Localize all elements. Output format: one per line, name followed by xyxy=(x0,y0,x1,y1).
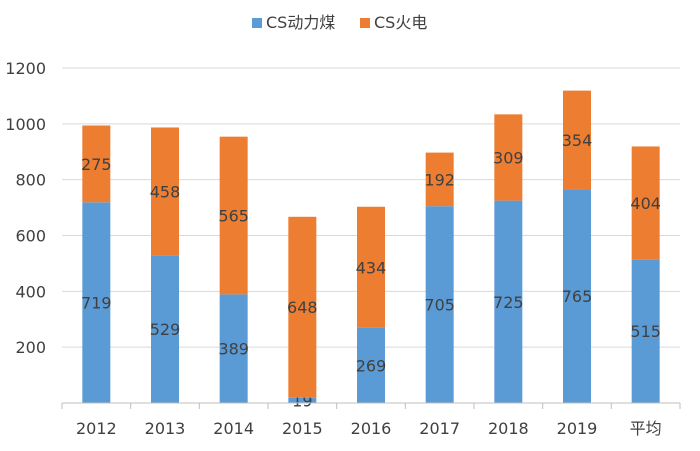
bar-coal-2018 xyxy=(494,200,523,403)
data-label-coal-2018: 725 xyxy=(493,293,524,312)
data-label-coal-2013: 529 xyxy=(150,320,181,339)
y-tick-label-800: 800 xyxy=(15,171,46,190)
x-tick-label-2014: 2014 xyxy=(213,419,254,438)
legend-label-coal: CS动力煤 xyxy=(266,13,335,32)
data-label-thermal-2013: 458 xyxy=(150,182,181,201)
legend-label-thermal: CS火电 xyxy=(374,13,427,32)
y-tick-label-400: 400 xyxy=(15,282,46,301)
bar-coal-2012 xyxy=(82,202,111,403)
legend-swatch-coal xyxy=(252,18,262,28)
data-label-coal-2016: 269 xyxy=(356,356,387,375)
x-tick-label-平均: 平均 xyxy=(630,419,662,438)
data-label-thermal-2017: 192 xyxy=(424,170,455,189)
y-axis: 200 400 600 800 1000 1200 xyxy=(5,59,46,357)
x-tick-label-2019: 2019 xyxy=(557,419,598,438)
bar-thermal-平均 xyxy=(631,146,660,260)
data-label-thermal-2016: 434 xyxy=(356,258,387,277)
bar-coal-2015 xyxy=(288,397,317,403)
legend: CS动力煤 CS火电 xyxy=(252,13,427,32)
data-label-coal-2014: 389 xyxy=(218,340,249,359)
data-label-thermal-2018: 309 xyxy=(493,148,524,167)
bar-thermal-2018 xyxy=(494,114,523,201)
bar-thermal-2012 xyxy=(82,125,111,203)
data-label-coal-2017: 705 xyxy=(424,296,455,315)
x-tick-label-2018: 2018 xyxy=(488,419,529,438)
data-label-thermal-2012: 275 xyxy=(81,155,112,174)
x-tick-label-2013: 2013 xyxy=(145,419,186,438)
data-label-coal-2019: 765 xyxy=(562,287,593,306)
bar-thermal-2017 xyxy=(425,152,454,207)
legend-swatch-thermal xyxy=(360,18,370,28)
x-tick-label-2015: 2015 xyxy=(282,419,323,438)
bars: 7192755294583895651964826943470519272530… xyxy=(81,90,661,410)
x-tick-label-2017: 2017 xyxy=(419,419,460,438)
bar-coal-2019 xyxy=(563,189,591,403)
data-label-thermal-2019: 354 xyxy=(562,131,593,150)
y-tick-label-200: 200 xyxy=(15,338,46,357)
x-tick-label-2012: 2012 xyxy=(76,419,117,438)
bar-coal-2017 xyxy=(425,206,454,403)
bar-thermal-2013 xyxy=(151,127,179,256)
data-label-coal-2012: 719 xyxy=(81,294,112,313)
bar-thermal-2014 xyxy=(219,136,248,295)
x-axis: 2012 2013 2014 2015 2016 2017 2018 2019 平均 xyxy=(61,402,681,438)
y-tick-label-600: 600 xyxy=(15,227,46,246)
y-tick-label-1200: 1200 xyxy=(5,59,46,78)
bar-coal-2016 xyxy=(357,327,385,403)
bar-thermal-2016 xyxy=(357,206,385,328)
data-label-thermal-2015: 648 xyxy=(287,298,318,317)
data-label-coal-平均: 515 xyxy=(630,322,661,341)
x-tick-label-2016: 2016 xyxy=(351,419,392,438)
bar-coal-2013 xyxy=(151,255,179,403)
bar-thermal-2015 xyxy=(288,216,317,398)
data-label-thermal-2014: 565 xyxy=(218,207,249,226)
bar-thermal-2019 xyxy=(563,90,591,190)
data-label-thermal-平均: 404 xyxy=(630,194,661,213)
bar-coal-2014 xyxy=(219,294,248,403)
y-tick-label-1000: 1000 xyxy=(5,115,46,134)
bar-coal-平均 xyxy=(631,259,660,403)
